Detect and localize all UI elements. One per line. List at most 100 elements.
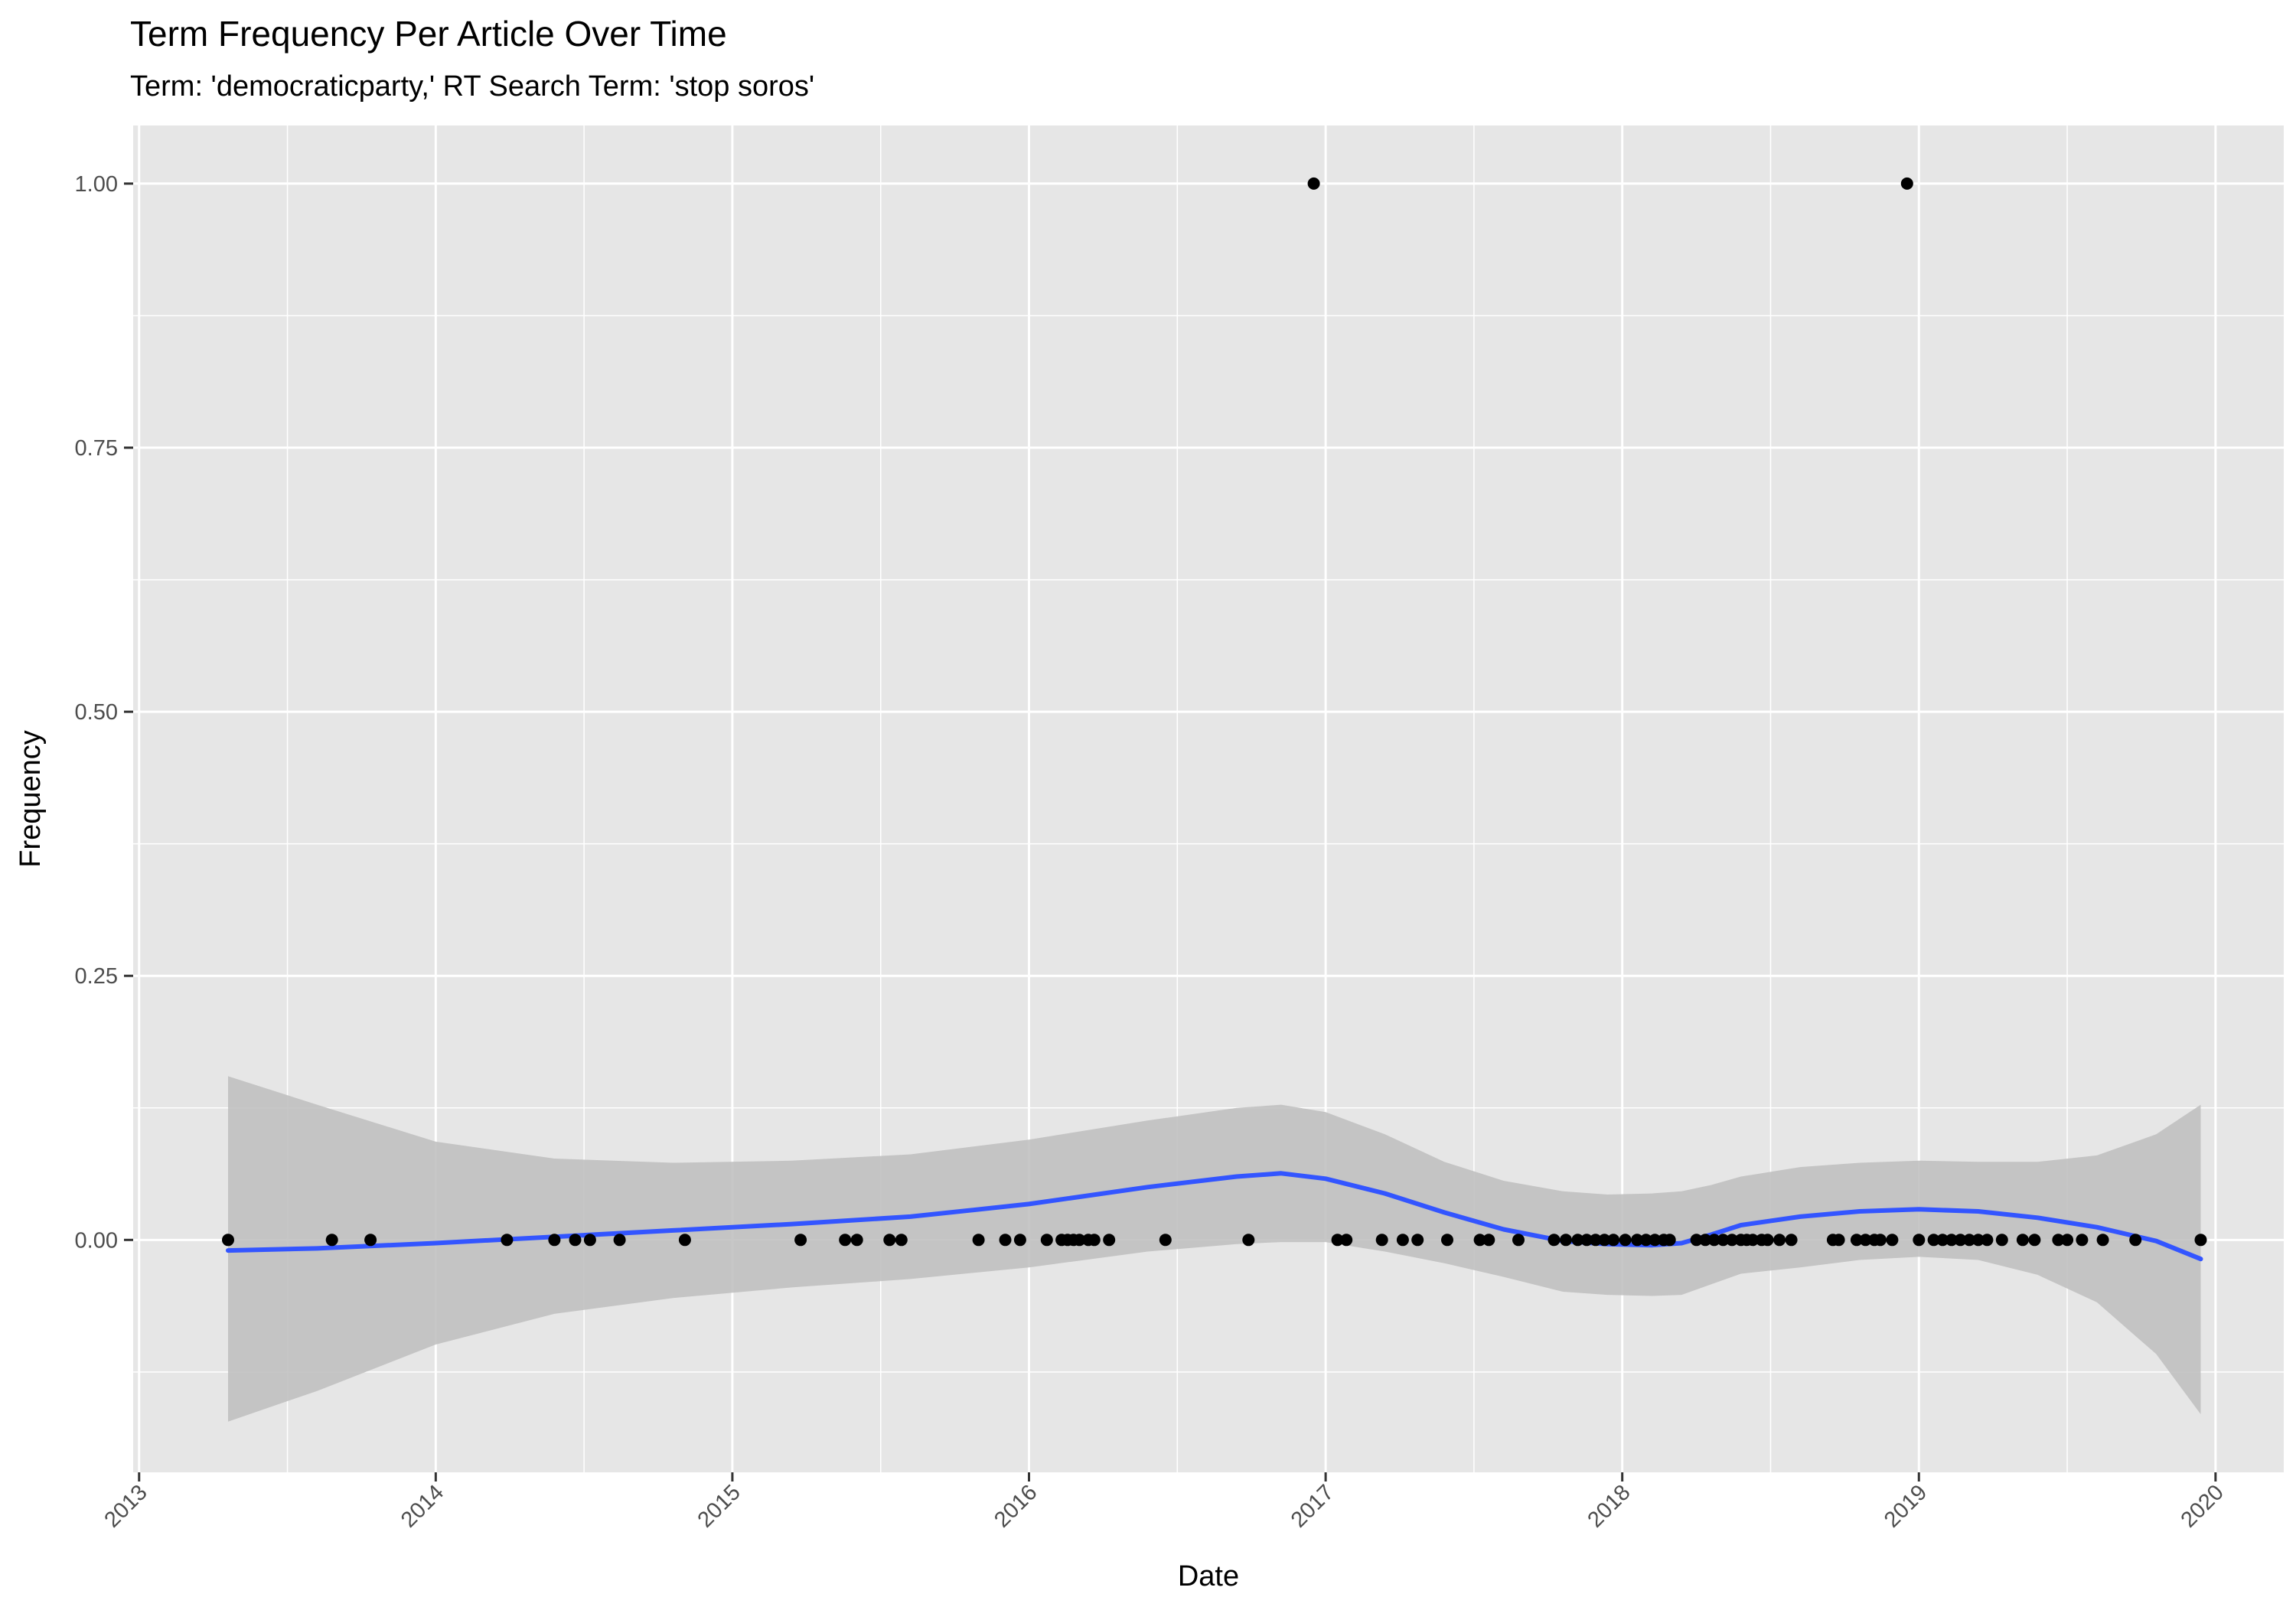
- data-point: [501, 1234, 514, 1247]
- x-tick-label: 2019: [1880, 1480, 1932, 1532]
- data-point: [1396, 1234, 1409, 1247]
- data-point: [1663, 1234, 1676, 1247]
- data-point: [1936, 1234, 1949, 1247]
- data-point: [1512, 1234, 1525, 1247]
- data-point: [1717, 1234, 1730, 1247]
- y-tick-label: 1.00: [75, 172, 118, 197]
- data-point: [2076, 1234, 2089, 1247]
- data-point: [1726, 1234, 1739, 1247]
- data-point: [1850, 1234, 1863, 1247]
- data-point: [1927, 1234, 1940, 1247]
- chart-subtitle: Term: 'democraticparty,' RT Search Term:…: [130, 70, 815, 103]
- data-point: [895, 1234, 908, 1247]
- confidence-band: [228, 1076, 2201, 1422]
- data-point: [222, 1234, 234, 1247]
- y-axis-title: Frequency: [15, 730, 47, 868]
- data-point: [678, 1234, 691, 1247]
- data-point: [1639, 1234, 1652, 1247]
- data-point: [1971, 1234, 1985, 1247]
- data-point: [1707, 1234, 1720, 1247]
- data-point: [1631, 1234, 1644, 1247]
- data-point: [548, 1234, 561, 1247]
- confidence-ribbon: [228, 1076, 2201, 1422]
- data-point: [1945, 1234, 1958, 1247]
- data-point: [1331, 1234, 1344, 1247]
- data-point: [1013, 1234, 1026, 1247]
- data-point: [839, 1234, 852, 1247]
- x-tick-label: 2013: [100, 1480, 152, 1532]
- data-point: [850, 1234, 863, 1247]
- loess-smooth-line: [226, 1171, 2203, 1262]
- data-point: [1995, 1234, 2008, 1247]
- data-point: [2129, 1234, 2142, 1247]
- data-point: [1441, 1234, 1453, 1247]
- data-point: [1340, 1234, 1353, 1247]
- data-point: [1874, 1234, 1887, 1247]
- data-point: [569, 1234, 582, 1247]
- data-point: [1307, 177, 1320, 190]
- x-tick-label: 2017: [1287, 1480, 1339, 1532]
- data-point: [794, 1234, 807, 1247]
- chart-title: Term Frequency Per Article Over Time: [130, 14, 727, 54]
- data-point: [1963, 1234, 1976, 1247]
- data-point: [1411, 1234, 1424, 1247]
- data-point: [883, 1234, 896, 1247]
- data-point: [1785, 1234, 1798, 1247]
- data-point: [2028, 1234, 2041, 1247]
- data-point: [1900, 177, 1913, 190]
- data-point: [1690, 1234, 1703, 1247]
- data-point: [1159, 1234, 1172, 1247]
- data-point: [1699, 1234, 1712, 1247]
- data-point: [1571, 1234, 1584, 1247]
- data-point: [1832, 1234, 1845, 1247]
- data-point: [1913, 1234, 1926, 1247]
- data-point: [2016, 1234, 2029, 1247]
- data-point: [1548, 1234, 1561, 1247]
- data-point: [1375, 1234, 1388, 1247]
- data-point: [1619, 1234, 1632, 1247]
- data-point: [2052, 1234, 2065, 1247]
- data-point: [999, 1234, 1012, 1247]
- data-point: [1761, 1234, 1774, 1247]
- data-point: [972, 1234, 985, 1247]
- y-tick-label: 0.00: [75, 1228, 118, 1253]
- data-point: [1598, 1234, 1611, 1247]
- data-point: [1954, 1234, 1967, 1247]
- data-point: [583, 1234, 596, 1247]
- data-point: [1242, 1234, 1255, 1247]
- y-tick-label: 0.50: [75, 700, 118, 725]
- data-point: [1073, 1234, 1086, 1247]
- data-point: [1473, 1234, 1486, 1247]
- x-tick-label: 2016: [990, 1480, 1042, 1532]
- x-tick-label: 2020: [2177, 1480, 2229, 1532]
- data-point: [1560, 1234, 1572, 1247]
- data-point: [1088, 1234, 1101, 1247]
- data-point: [1886, 1234, 1899, 1247]
- data-point: [2096, 1234, 2109, 1247]
- data-points: [222, 177, 2207, 1247]
- data-point: [1580, 1234, 1593, 1247]
- data-point: [1773, 1234, 1786, 1247]
- y-tick-label: 0.25: [75, 964, 118, 989]
- y-tick-label: 0.75: [75, 436, 118, 461]
- data-point: [2194, 1234, 2207, 1247]
- x-tick-label: 2014: [396, 1480, 448, 1532]
- x-tick-label: 2018: [1583, 1480, 1635, 1532]
- data-point: [2061, 1234, 2074, 1247]
- data-point: [1482, 1234, 1495, 1247]
- data-point: [325, 1234, 338, 1247]
- data-point: [1607, 1234, 1620, 1247]
- data-point: [1746, 1234, 1760, 1247]
- data-point: [1981, 1234, 1994, 1247]
- data-point: [364, 1234, 377, 1247]
- data-point: [1859, 1234, 1872, 1247]
- data-point: [1040, 1234, 1053, 1247]
- data-point: [1589, 1234, 1602, 1247]
- data-point: [1649, 1234, 1662, 1247]
- x-tick-label: 2015: [693, 1480, 745, 1532]
- x-axis-title: Date: [1178, 1560, 1239, 1592]
- smooth-line: [226, 1171, 2203, 1262]
- data-point: [613, 1234, 626, 1247]
- data-point: [1103, 1234, 1116, 1247]
